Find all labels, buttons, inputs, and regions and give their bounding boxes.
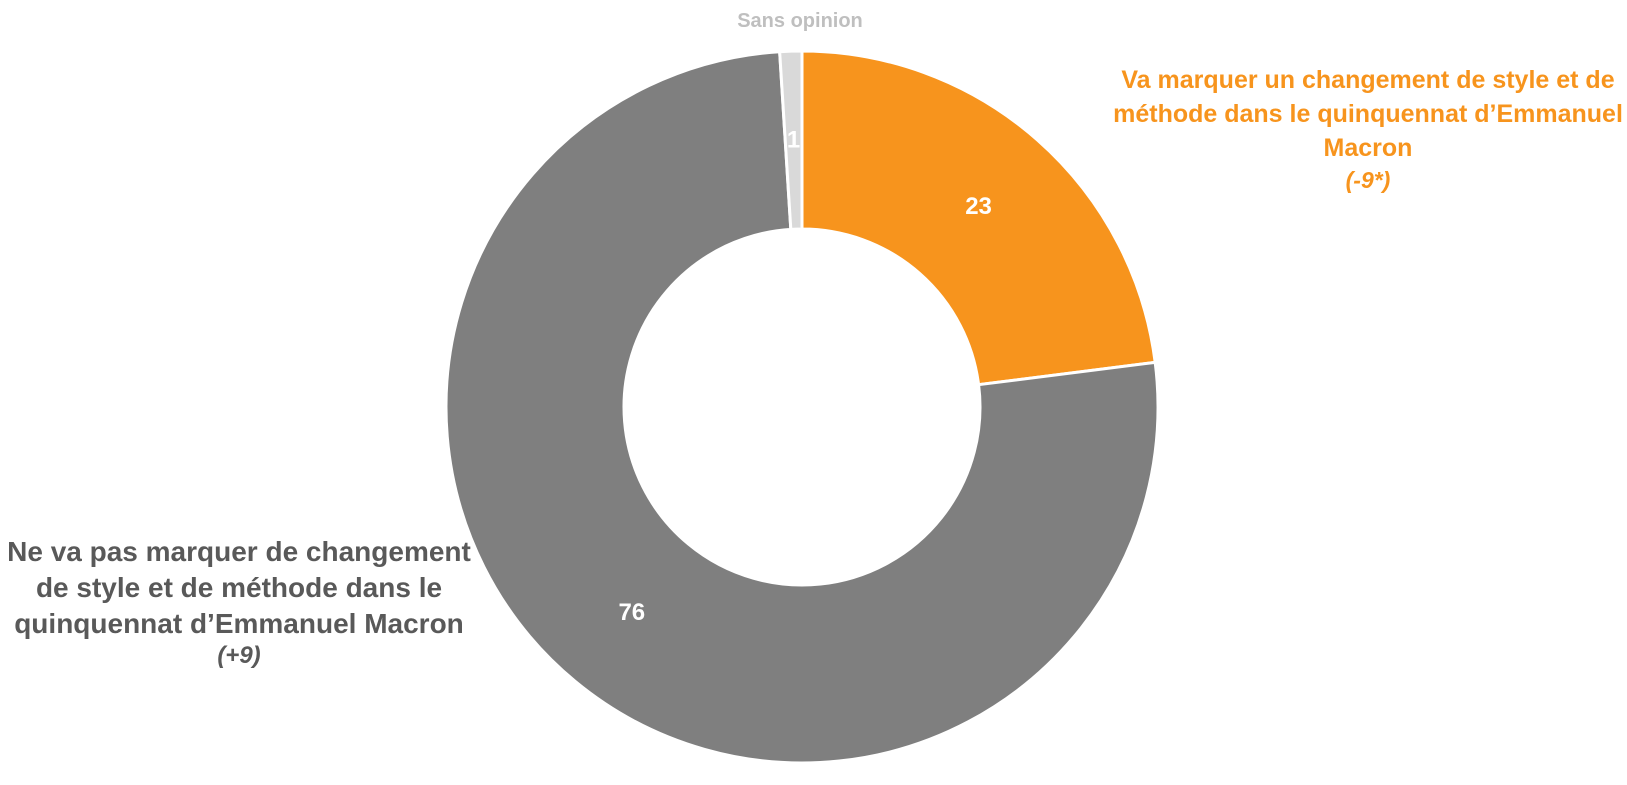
value-label-sans-opinion: 1 (787, 127, 800, 154)
slice-ne-va-pas (444, 50, 1160, 765)
legend-label-sans-opinion: Sans opinion (690, 8, 910, 34)
slice-sans-opinion (778, 49, 804, 231)
slice-name-sans-opinion: Sans opinion (737, 10, 863, 32)
donut-value-labels: 23 76 1 (618, 127, 991, 627)
legend-label-va-marquer: Va marquer un changement de style et de … (1108, 64, 1627, 196)
value-label-ne-va-pas: 76 (618, 599, 645, 626)
slice-va-marquer (800, 49, 1157, 387)
slice-name-ne-va-pas: Ne va pas marquer de changement de style… (7, 536, 471, 639)
legend-label-ne-va-pas: Ne va pas marquer de changement de style… (0, 534, 478, 672)
value-label-va-marquer: 23 (965, 193, 992, 220)
slice-delta-ne-va-pas: (+9) (217, 642, 261, 670)
slice-delta-va-marquer: (-9*) (1345, 167, 1391, 194)
slice-name-va-marquer: Va marquer un changement de style et de … (1113, 66, 1623, 162)
donut-slices (444, 49, 1160, 765)
